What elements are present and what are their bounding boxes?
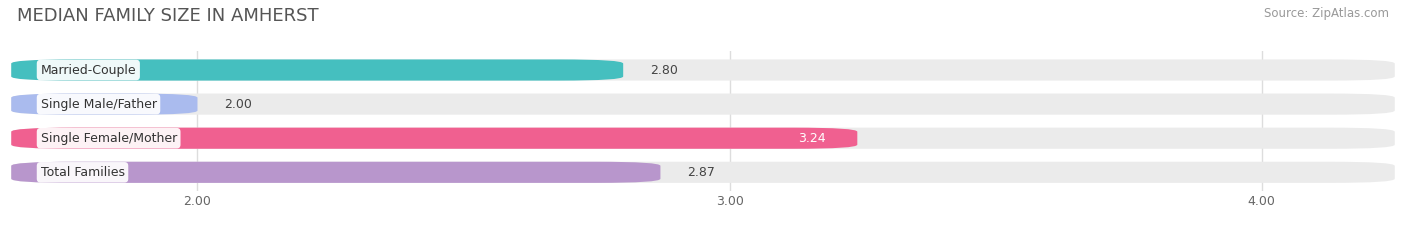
Text: 2.80: 2.80 <box>650 64 678 76</box>
FancyBboxPatch shape <box>11 93 1395 115</box>
Text: MEDIAN FAMILY SIZE IN AMHERST: MEDIAN FAMILY SIZE IN AMHERST <box>17 7 319 25</box>
Text: Single Male/Father: Single Male/Father <box>41 98 156 111</box>
Text: 2.00: 2.00 <box>224 98 252 111</box>
FancyBboxPatch shape <box>11 93 197 115</box>
Text: 2.87: 2.87 <box>688 166 714 179</box>
Text: Source: ZipAtlas.com: Source: ZipAtlas.com <box>1264 7 1389 20</box>
Text: Single Female/Mother: Single Female/Mother <box>41 132 177 145</box>
FancyBboxPatch shape <box>11 162 661 183</box>
FancyBboxPatch shape <box>11 59 1395 81</box>
FancyBboxPatch shape <box>11 128 1395 149</box>
FancyBboxPatch shape <box>11 59 623 81</box>
FancyBboxPatch shape <box>11 128 858 149</box>
Text: 3.24: 3.24 <box>797 132 825 145</box>
Text: Total Families: Total Families <box>41 166 125 179</box>
FancyBboxPatch shape <box>11 162 1395 183</box>
Text: Married-Couple: Married-Couple <box>41 64 136 76</box>
